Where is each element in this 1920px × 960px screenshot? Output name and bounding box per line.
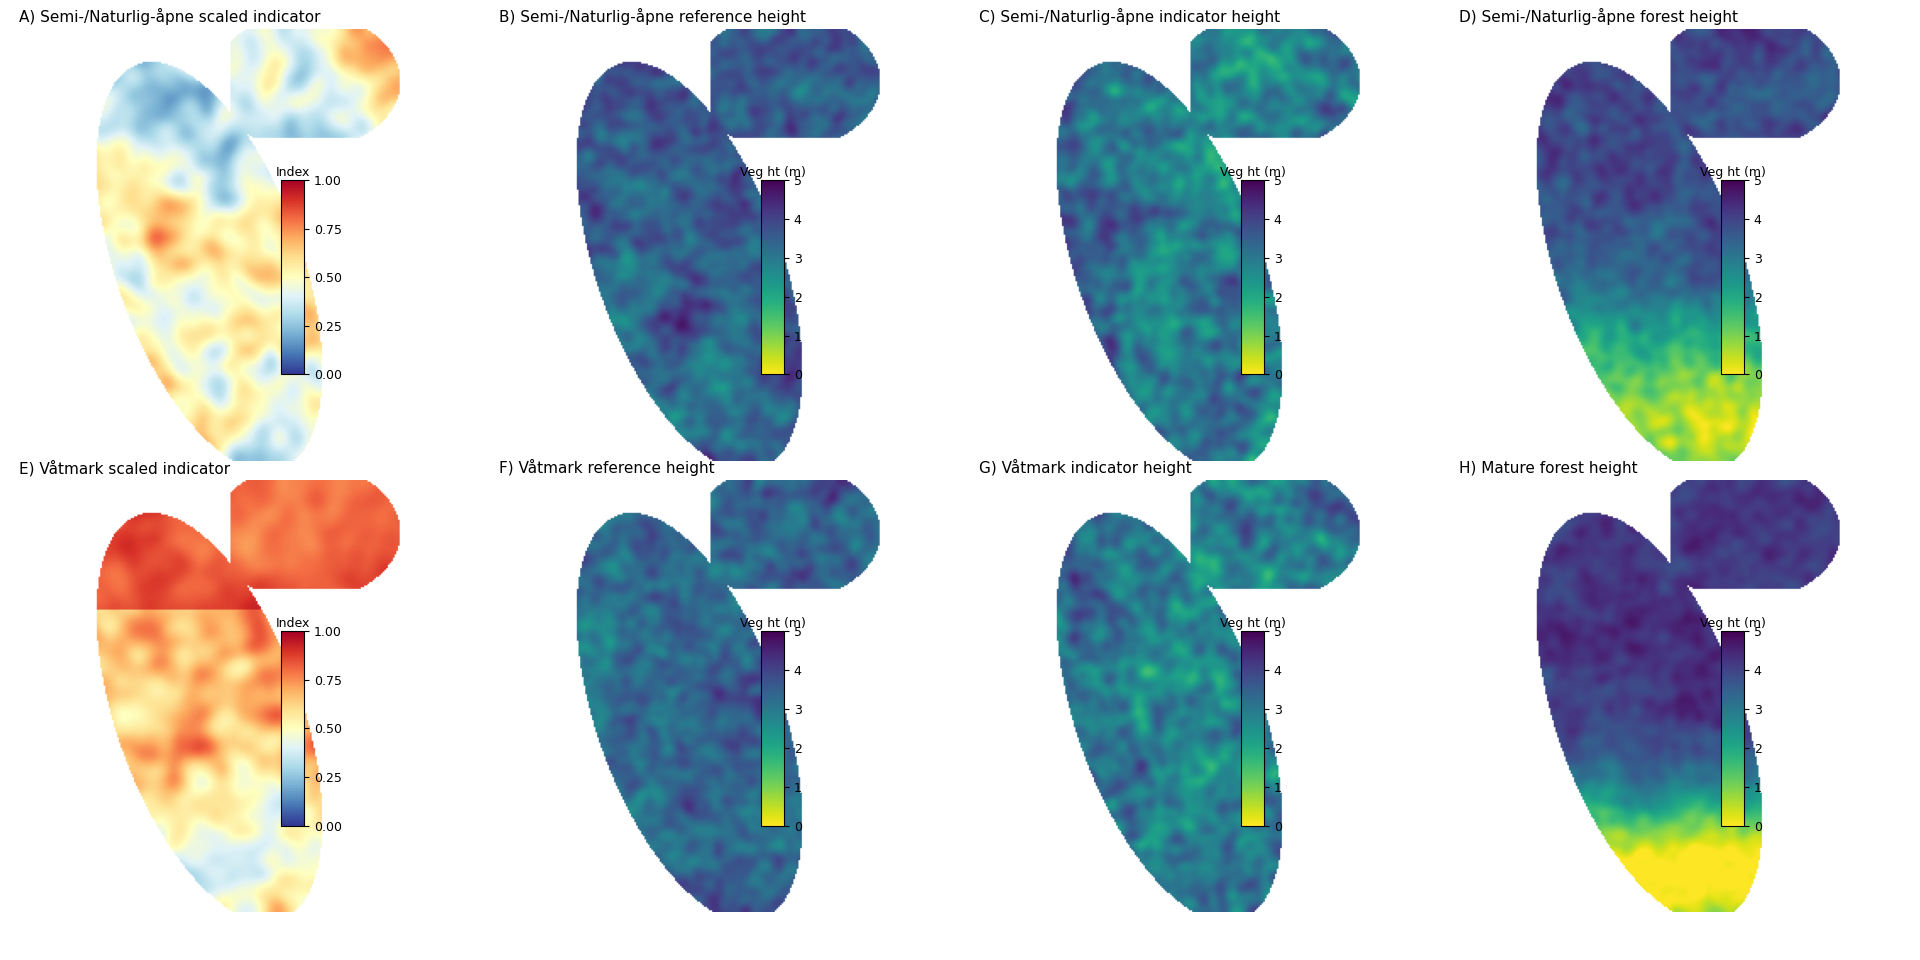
Text: H) Mature forest height: H) Mature forest height: [1459, 461, 1638, 476]
Text: C) Semi-/Naturlig-åpne indicator height: C) Semi-/Naturlig-åpne indicator height: [979, 8, 1281, 25]
Title: Veg ht (m): Veg ht (m): [739, 166, 806, 179]
Title: Veg ht (m): Veg ht (m): [1699, 166, 1766, 179]
Title: Veg ht (m): Veg ht (m): [739, 617, 806, 630]
Text: D) Semi-/Naturlig-åpne forest height: D) Semi-/Naturlig-åpne forest height: [1459, 8, 1738, 25]
Text: E) Våtmark scaled indicator: E) Våtmark scaled indicator: [19, 460, 230, 476]
Title: Veg ht (m): Veg ht (m): [1219, 166, 1286, 179]
Text: A) Semi-/Naturlig-åpne scaled indicator: A) Semi-/Naturlig-åpne scaled indicator: [19, 8, 321, 25]
Title: Index: Index: [275, 617, 309, 630]
Title: Index: Index: [275, 166, 309, 179]
Title: Veg ht (m): Veg ht (m): [1699, 617, 1766, 630]
Text: G) Våtmark indicator height: G) Våtmark indicator height: [979, 459, 1192, 476]
Title: Veg ht (m): Veg ht (m): [1219, 617, 1286, 630]
Text: F) Våtmark reference height: F) Våtmark reference height: [499, 459, 714, 476]
Text: B) Semi-/Naturlig-åpne reference height: B) Semi-/Naturlig-åpne reference height: [499, 8, 806, 25]
